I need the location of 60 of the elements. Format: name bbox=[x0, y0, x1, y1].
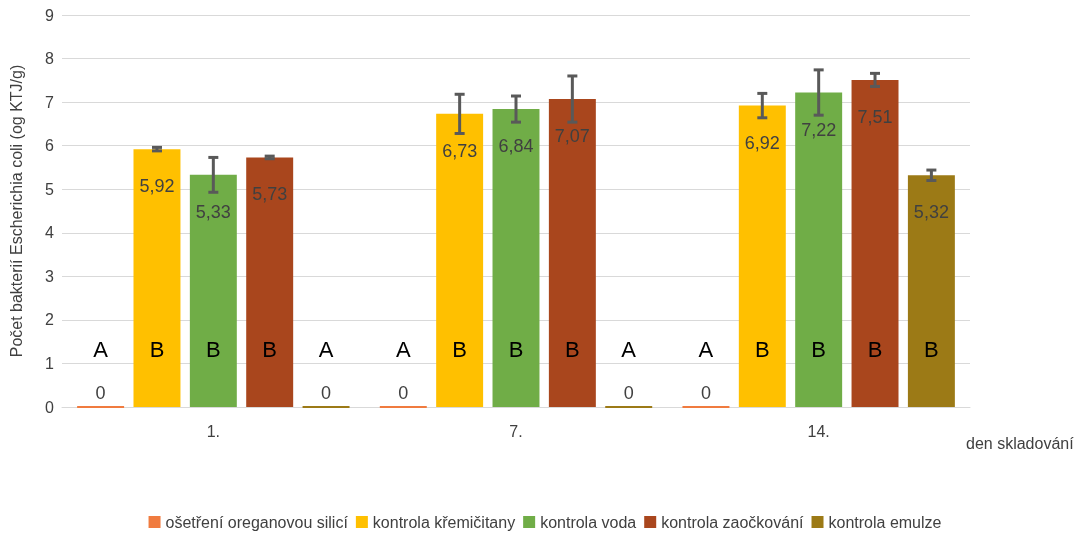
data-label: 0 bbox=[700, 383, 711, 403]
legend-label: kontrola emulze bbox=[828, 513, 942, 531]
annotation: A bbox=[318, 336, 334, 362]
bar bbox=[189, 174, 237, 407]
bar bbox=[133, 149, 181, 407]
annotation: B bbox=[149, 336, 165, 362]
legend-label: kontrola křemičitany bbox=[372, 513, 516, 531]
annotation: B bbox=[262, 336, 278, 362]
annotation: B bbox=[452, 336, 467, 362]
annotation: B bbox=[508, 336, 524, 362]
data-label: 0 bbox=[398, 383, 409, 403]
legend-label: kontrola voda bbox=[540, 513, 637, 531]
y-tick-label: 3 bbox=[45, 267, 55, 285]
data-label: 6,84 bbox=[498, 136, 534, 157]
bar bbox=[246, 157, 294, 407]
bar bbox=[436, 113, 484, 407]
bar bbox=[907, 175, 955, 407]
annotation: A bbox=[698, 336, 714, 362]
annotation: B bbox=[565, 336, 580, 362]
y-tick-label: 5 bbox=[45, 180, 55, 198]
annotation: A bbox=[93, 336, 109, 362]
x-axis-title: den skladování bbox=[966, 434, 1075, 452]
bar bbox=[738, 105, 786, 407]
legend-label: kontrola zaočkování bbox=[661, 513, 805, 531]
annotation: B bbox=[754, 336, 770, 362]
data-label: 0 bbox=[95, 383, 106, 403]
data-label: 0 bbox=[321, 383, 332, 403]
y-tick-label: 1 bbox=[45, 354, 55, 372]
data-label: 7,07 bbox=[554, 126, 590, 147]
annotation: B bbox=[924, 336, 939, 362]
y-axis-title: Počet bakterií Escherichia coli (og KTJ/g) bbox=[7, 64, 25, 358]
data-label: 6,92 bbox=[744, 132, 780, 153]
data-label: 5,33 bbox=[195, 201, 231, 222]
x-tick-label: 14. bbox=[807, 422, 830, 440]
annotation: B bbox=[811, 336, 827, 362]
y-tick-label: 6 bbox=[45, 137, 55, 155]
data-label: 5,92 bbox=[139, 176, 175, 197]
y-tick-label: 9 bbox=[45, 6, 55, 24]
bar bbox=[548, 99, 596, 407]
x-tick-label: 1. bbox=[206, 422, 221, 440]
annotation: B bbox=[205, 336, 221, 362]
y-tick-label: 2 bbox=[45, 311, 55, 329]
data-label: 7,22 bbox=[801, 119, 837, 140]
data-label: 5,32 bbox=[913, 202, 949, 223]
data-label: 7,51 bbox=[857, 106, 893, 127]
annotation: A bbox=[395, 336, 411, 362]
bar bbox=[492, 109, 540, 407]
legend-label: ošetření oreganovou silicí bbox=[165, 513, 349, 531]
y-tick-label: 4 bbox=[45, 224, 55, 242]
data-label: 6,73 bbox=[442, 140, 478, 161]
bar bbox=[851, 79, 899, 407]
bar bbox=[795, 92, 843, 407]
y-tick-label: 7 bbox=[45, 93, 55, 111]
annotation: A bbox=[621, 336, 637, 362]
annotation: B bbox=[867, 336, 883, 362]
y-tick-label: 8 bbox=[45, 50, 55, 68]
x-tick-label: 7. bbox=[509, 422, 523, 440]
y-tick-label: 0 bbox=[45, 398, 55, 416]
data-label: 5,73 bbox=[252, 184, 288, 205]
data-label: 0 bbox=[623, 383, 634, 403]
